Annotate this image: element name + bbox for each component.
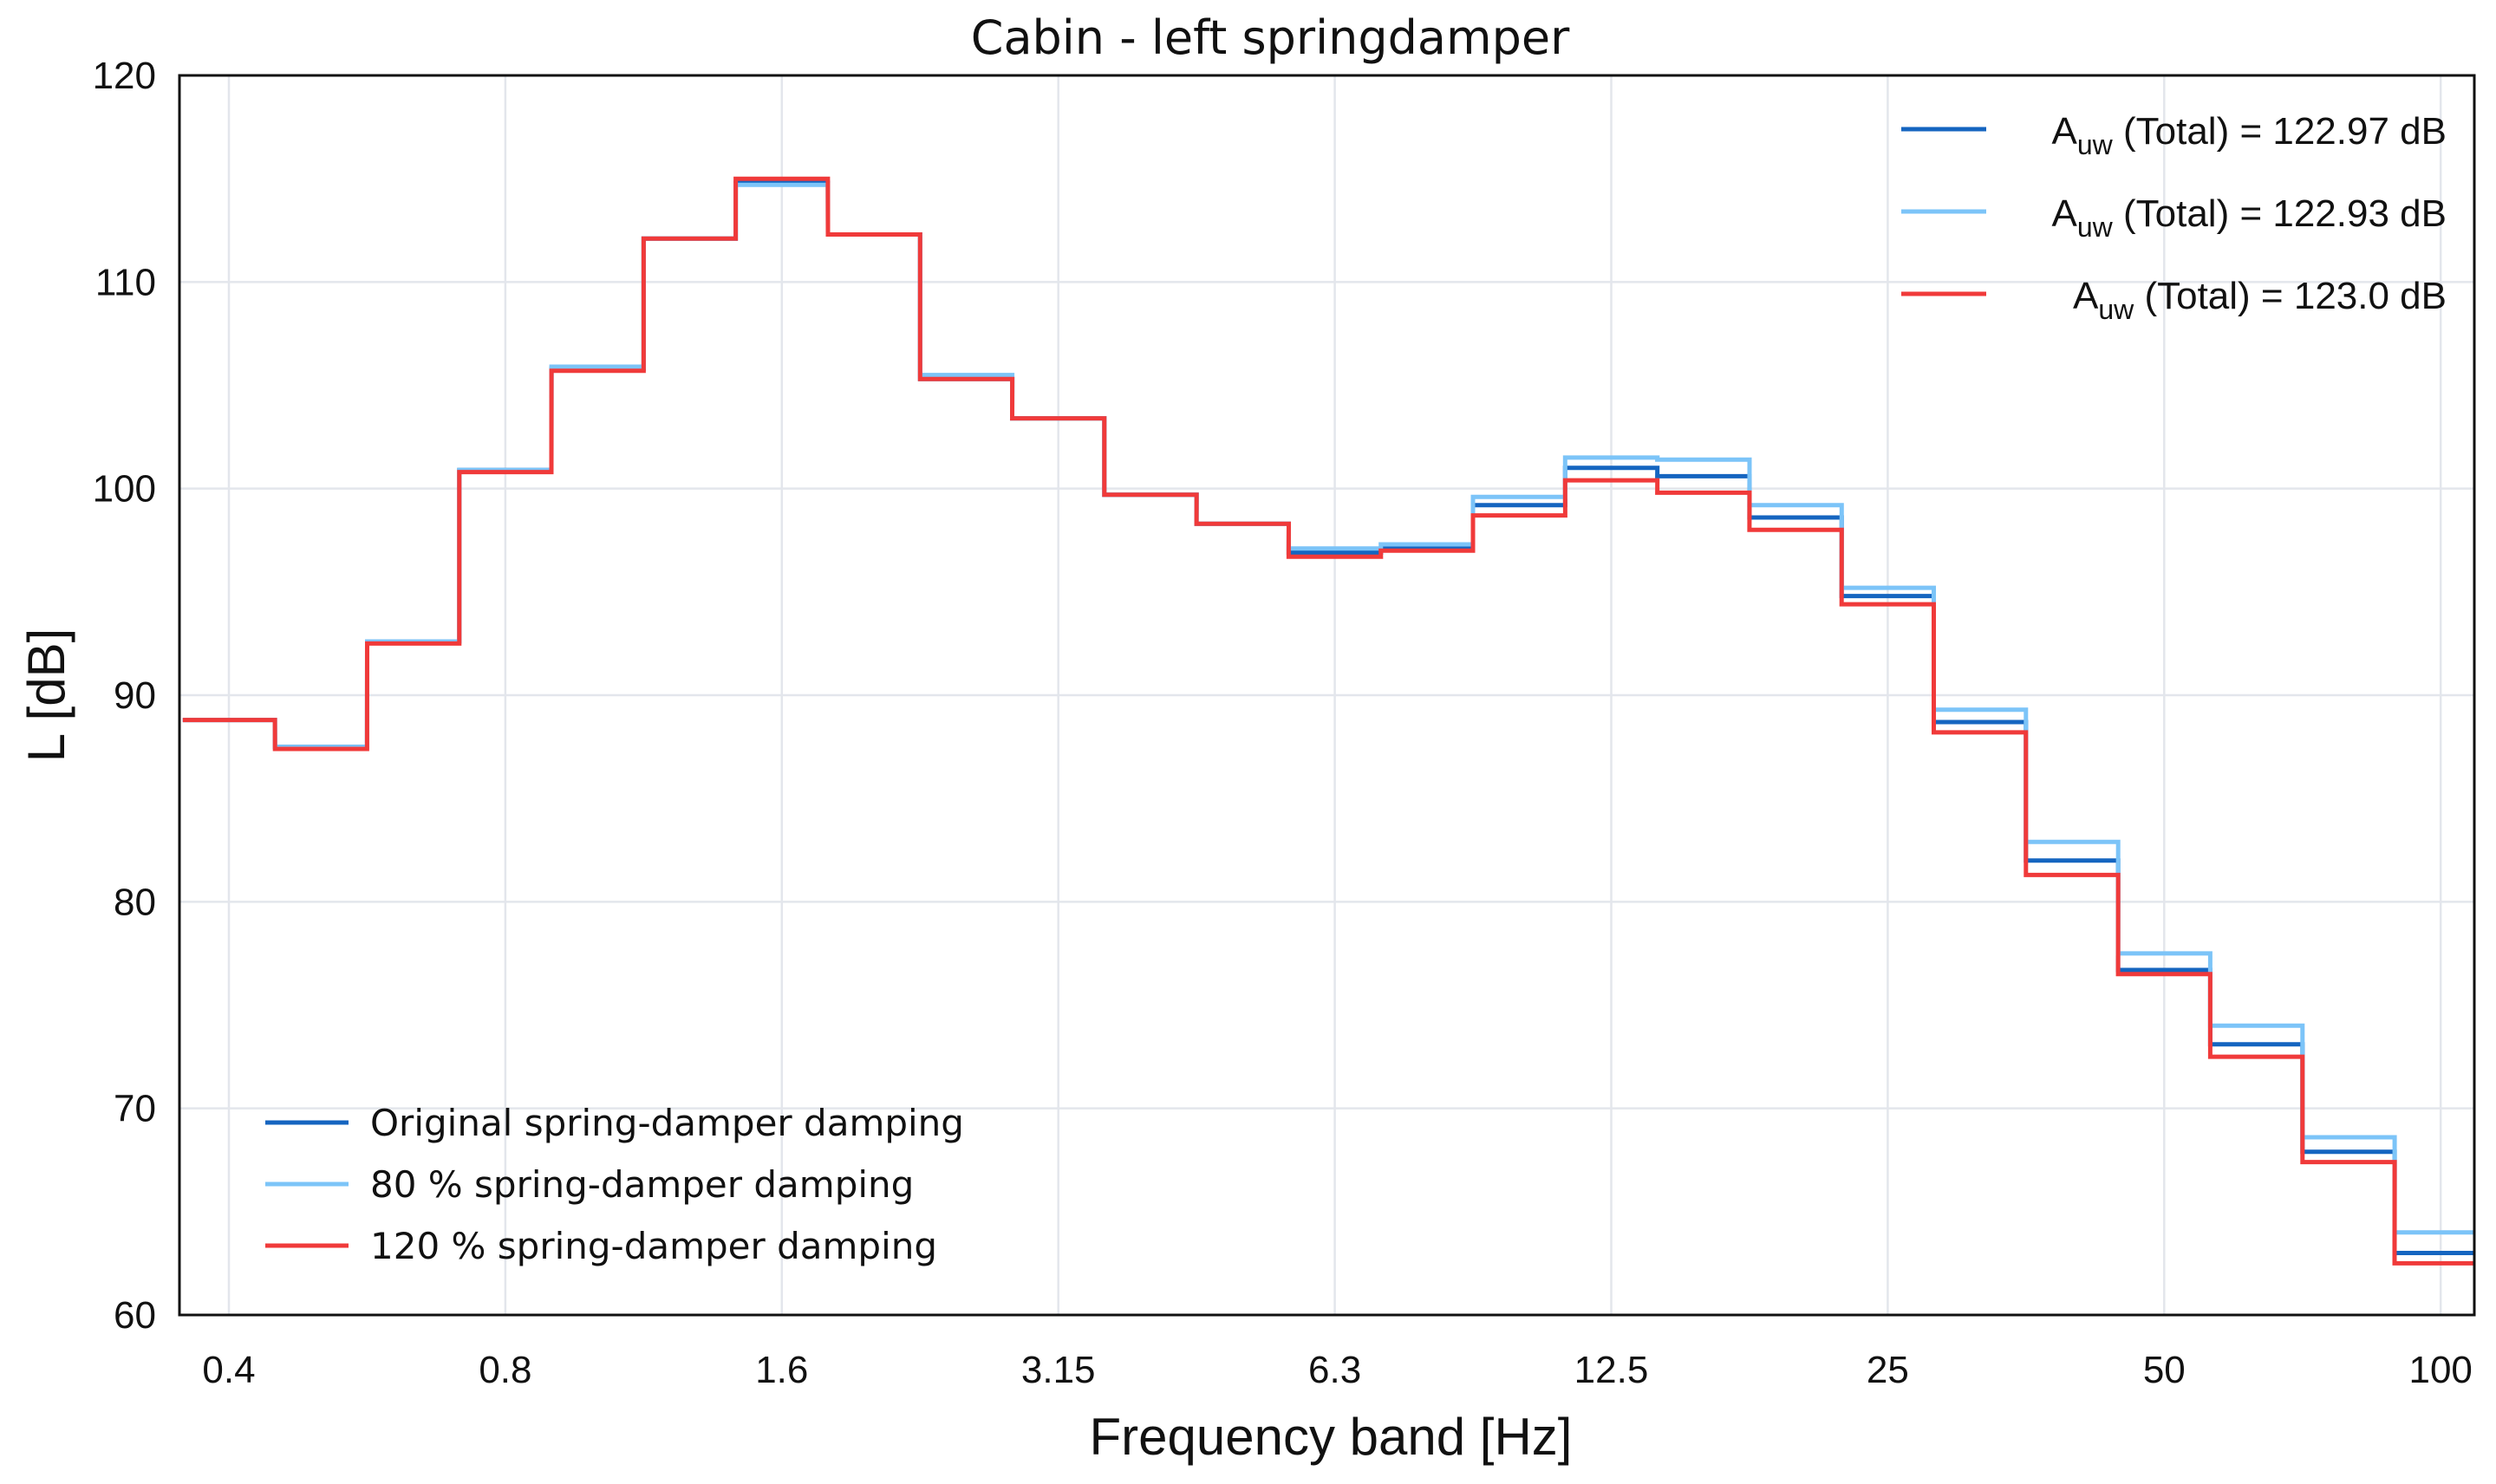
x-tick-label: 1.6 — [755, 1349, 808, 1391]
y-tick-label: 70 — [114, 1088, 156, 1130]
legend-label: 80 % spring-damper damping — [370, 1163, 914, 1206]
y-tick-label: 110 — [95, 261, 156, 303]
y-tick-label: 90 — [114, 674, 156, 717]
y-tick-label: 120 — [93, 55, 156, 97]
totals-label: Auw (Total) = 122.93 dB — [2051, 192, 2447, 243]
y-axis-label: L [dB] — [17, 628, 75, 763]
totals-label: Auw (Total) = 123.0 dB — [2073, 275, 2447, 325]
series-lines — [182, 176, 2474, 1266]
x-tick-label: 12.5 — [1574, 1349, 1649, 1391]
series-line-3 — [182, 176, 2474, 1266]
x-tick-label: 6.3 — [1308, 1349, 1361, 1391]
legend-label: 120 % spring-damper damping — [370, 1225, 937, 1267]
x-axis-label: Frequency band [Hz] — [1090, 1408, 1573, 1466]
y-tick-label: 80 — [114, 881, 156, 923]
legend-label: Original spring-damper damping — [370, 1102, 964, 1144]
x-tick-label: 0.8 — [479, 1349, 531, 1391]
x-tick-label: 3.15 — [1021, 1349, 1096, 1391]
x-tick-label: 0.4 — [202, 1349, 255, 1391]
series-line-2 — [182, 182, 2474, 1235]
totals-label: Auw (Total) = 122.97 dB — [2051, 110, 2447, 160]
y-tick-label: 60 — [114, 1294, 156, 1337]
grid-lines — [179, 74, 2474, 1317]
chart-title: Cabin - left springdamper — [971, 10, 1570, 65]
totals-legend: Auw (Total) = 122.97 dB Auw (Total) = 122… — [1901, 110, 2447, 325]
y-axis-ticks: 60 70 80 90 100 110 120 — [93, 55, 156, 1337]
series-legend: Original spring-damper damping 80 % sprin… — [265, 1102, 964, 1267]
y-tick-label: 100 — [93, 468, 156, 511]
x-tick-label: 25 — [1867, 1349, 1909, 1391]
x-tick-label: 50 — [2143, 1349, 2186, 1391]
series-line-1 — [182, 180, 2474, 1255]
x-tick-label: 100 — [2408, 1349, 2472, 1391]
x-axis-ticks: 0.4 0.8 1.6 3.15 6.3 12.5 25 50 100 — [202, 1349, 2472, 1391]
plot-frame — [178, 74, 2476, 1317]
